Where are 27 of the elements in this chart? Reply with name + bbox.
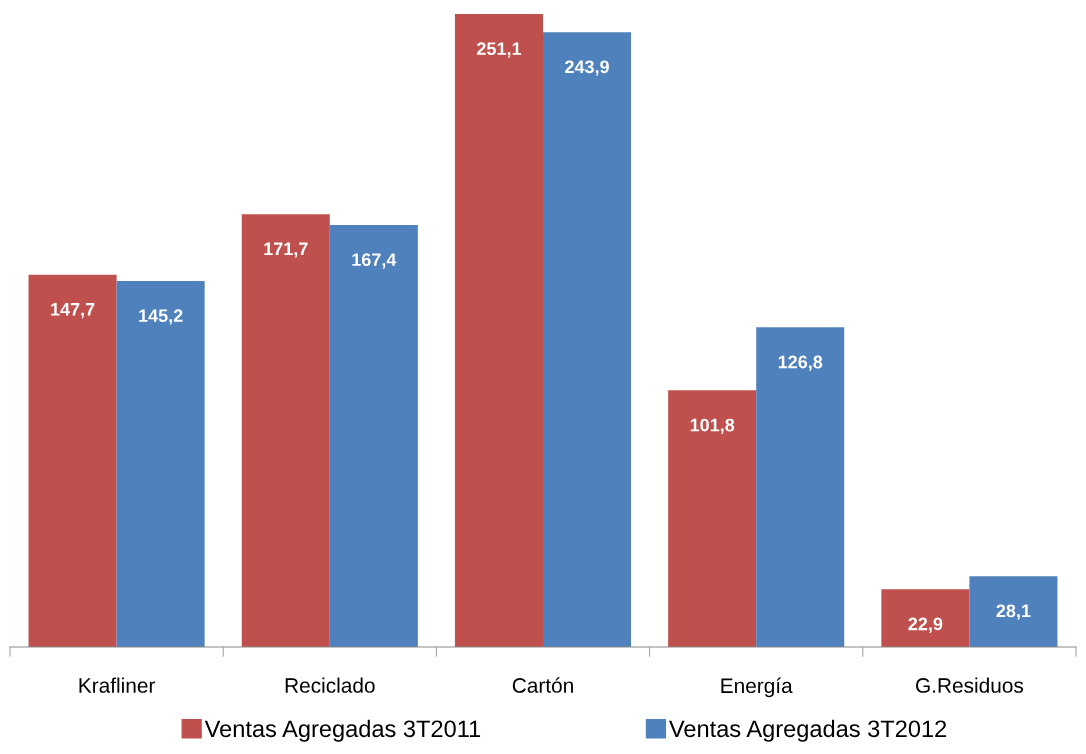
data-label: 167,4 <box>352 253 397 269</box>
bar <box>668 390 757 647</box>
data-label: 145,2 <box>139 309 183 325</box>
bar <box>969 576 1058 647</box>
bar <box>543 32 632 647</box>
bar <box>454 14 543 647</box>
data-label: 126,8 <box>778 355 823 372</box>
legend-label: Ventas Agregadas 3T2011 <box>204 719 481 742</box>
data-label: 22,9 <box>908 617 943 633</box>
bar <box>756 327 845 647</box>
x-tick-label: Reciclado <box>285 677 375 693</box>
data-label: 243,9 <box>565 60 609 76</box>
bar <box>116 280 205 647</box>
bar <box>28 274 117 647</box>
x-tick-label: Krafliner <box>79 677 156 693</box>
data-label: 171,7 <box>264 242 308 258</box>
x-tick-label: Energía <box>721 677 793 698</box>
data-label: 147,7 <box>51 303 95 319</box>
data-label: 28,1 <box>996 604 1031 620</box>
data-label: 101,8 <box>690 418 735 435</box>
bar <box>329 225 418 647</box>
x-tick-label: G.Residuos <box>916 677 1024 693</box>
x-tick-label: Cartón <box>512 677 573 693</box>
bar <box>241 214 330 647</box>
legend-label: Ventas Agregadas 3T2012 <box>669 719 947 742</box>
data-label: 251,1 <box>477 42 522 58</box>
bar <box>881 589 970 647</box>
